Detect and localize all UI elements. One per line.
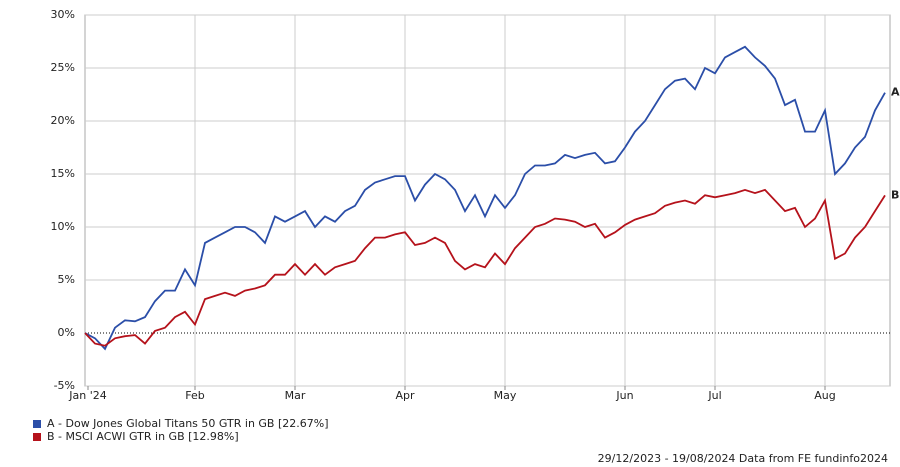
y-tick-label: -5% — [54, 379, 75, 392]
legend-label: A - Dow Jones Global Titans 50 GTR in GB… — [47, 417, 329, 430]
x-tick-label: Jan '24 — [68, 389, 106, 402]
legend-swatch — [33, 433, 41, 441]
y-tick-label: 10% — [51, 220, 75, 233]
x-tick-label: Aug — [814, 389, 835, 402]
y-tick-label: 0% — [58, 326, 75, 339]
legend-label: B - MSCI ACWI GTR in GB [12.98%] — [47, 430, 239, 443]
end-label: A — [891, 86, 900, 99]
y-tick-label: 5% — [58, 273, 75, 286]
series-line — [84, 45, 886, 351]
x-tick-label: Jul — [707, 389, 721, 402]
y-tick-label: 20% — [51, 114, 75, 127]
x-tick-label: Mar — [285, 389, 306, 402]
x-tick-label: Feb — [185, 389, 204, 402]
end-label: B — [891, 188, 899, 201]
y-tick-label: 25% — [51, 61, 75, 74]
footer: 29/12/2023 - 19/08/2024 Data from FE fun… — [598, 452, 888, 465]
x-tick-label: Apr — [395, 389, 415, 402]
x-tick-label: Jun — [615, 389, 633, 402]
legend-swatch — [33, 420, 41, 428]
y-tick-label: 30% — [51, 8, 75, 21]
series-line — [84, 188, 886, 347]
x-tick-label: May — [494, 389, 517, 402]
y-tick-label: 15% — [51, 167, 75, 180]
